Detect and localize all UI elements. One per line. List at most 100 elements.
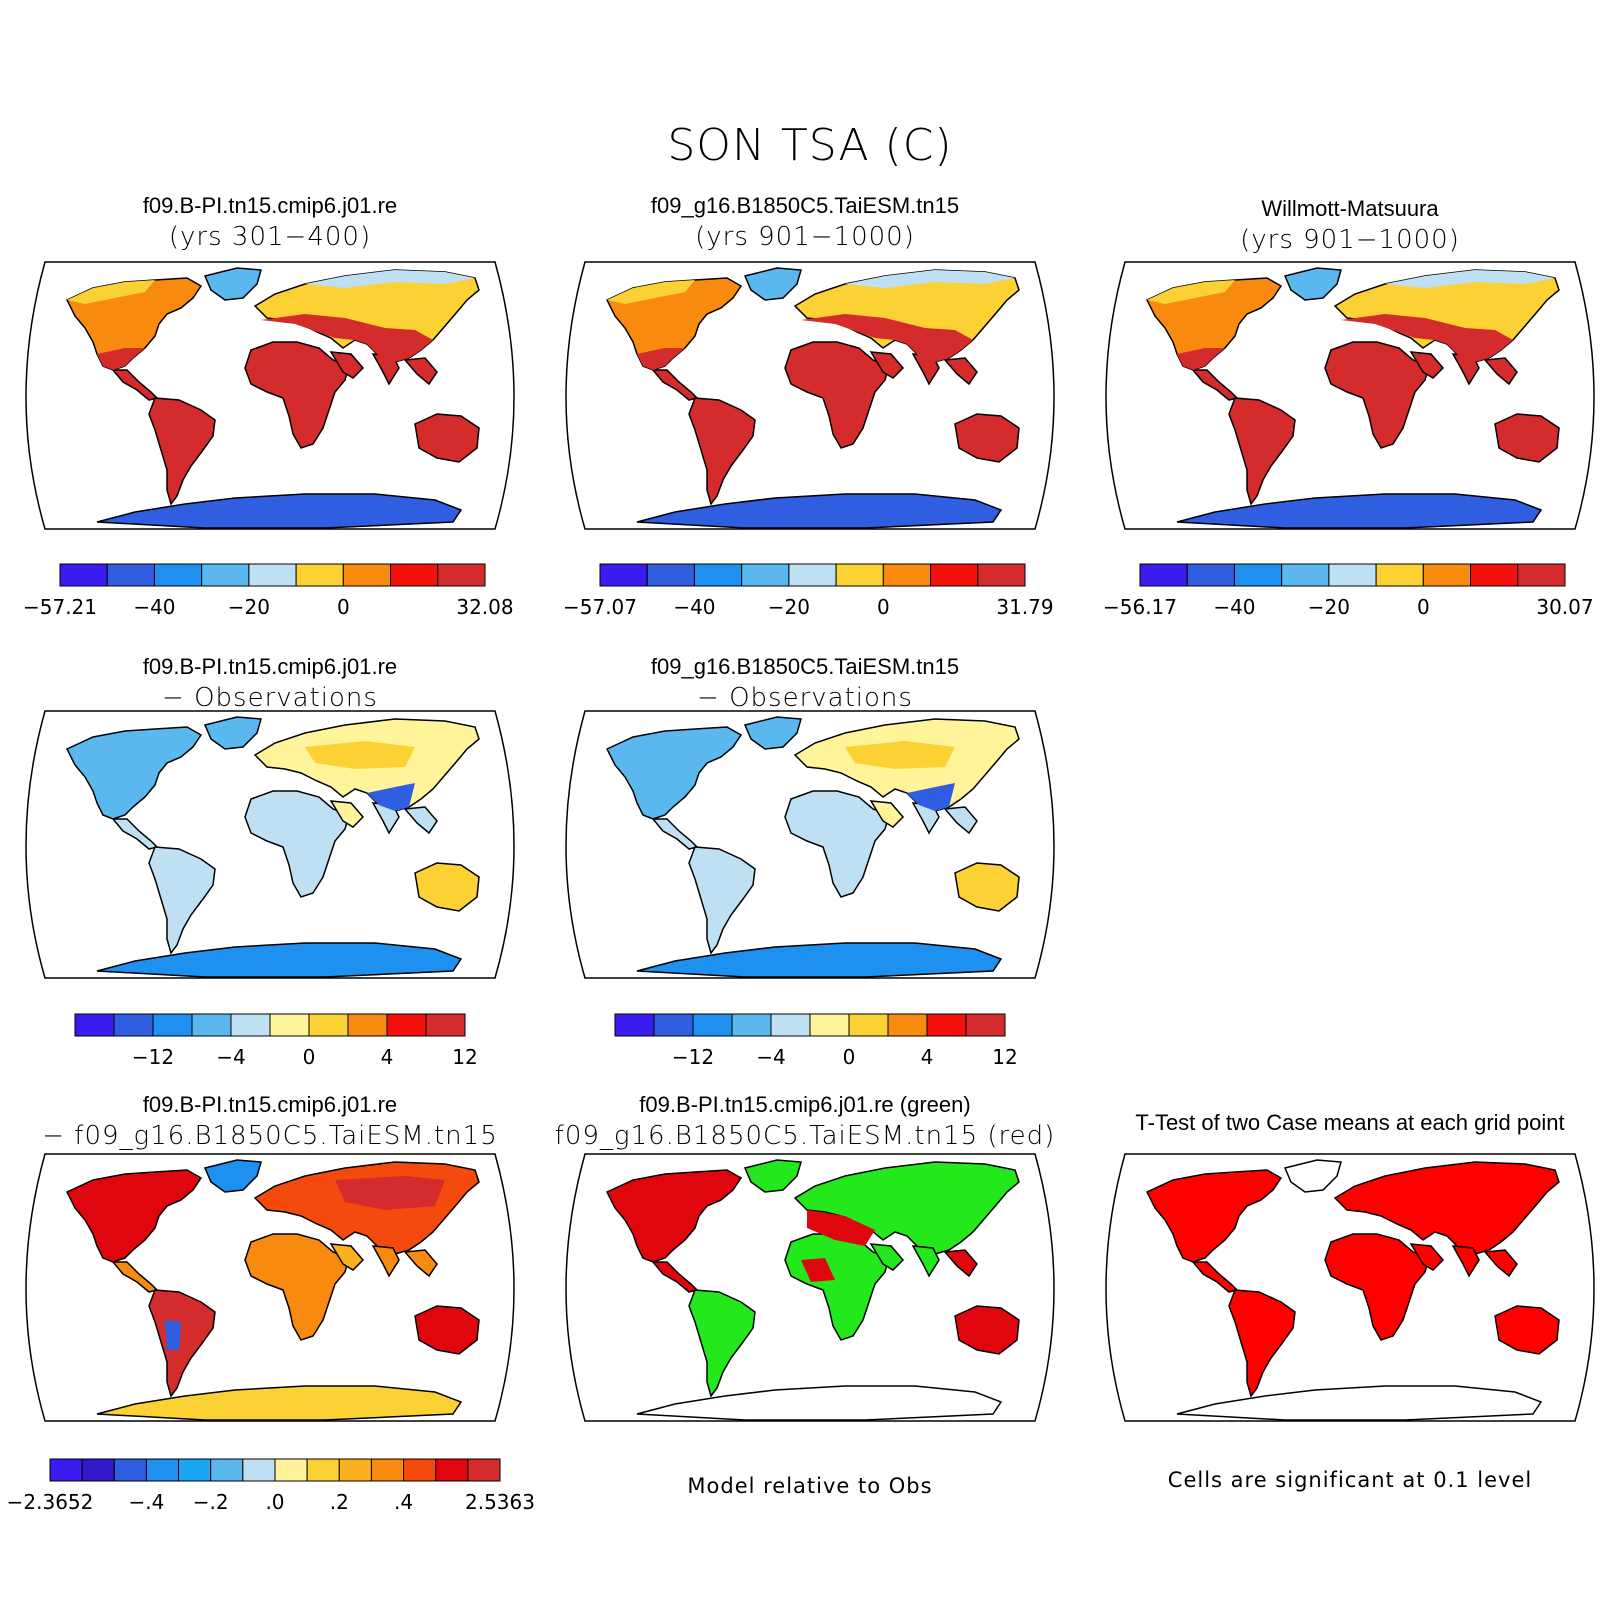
land-greenland — [203, 267, 262, 301]
land-samerica — [1228, 397, 1296, 506]
colorbar-tick-label: −40 — [1213, 595, 1255, 619]
land-arabia — [329, 351, 365, 379]
field-patch-0 — [335, 1176, 445, 1210]
map-frame — [1105, 1153, 1595, 1422]
land-samerica — [148, 1289, 216, 1398]
colorbar-tick-label: −57.07 — [563, 595, 637, 619]
colorbar-box — [835, 563, 884, 587]
land-africa — [1324, 341, 1430, 449]
colorbar-box — [1422, 563, 1472, 587]
panel-3-colorbar: −56.17 −40 −20 0 30.07 — [1103, 563, 1594, 619]
colorbar-box — [965, 1013, 1006, 1037]
field-patch-2 — [1147, 280, 1235, 304]
land-central — [651, 369, 699, 401]
land-africa — [1324, 1233, 1430, 1341]
colorbar-box — [59, 563, 108, 587]
field-patch-0 — [1341, 314, 1513, 362]
colorbar-box — [113, 1458, 147, 1482]
land-central — [1191, 1261, 1239, 1293]
figure-title: SON TSA (C) — [667, 120, 953, 171]
land-namerica — [1145, 1169, 1283, 1263]
colorbar-box — [306, 1458, 340, 1482]
field-patch-1 — [907, 783, 955, 811]
colorbar-box — [1186, 563, 1235, 587]
field-patch-2 — [67, 280, 155, 304]
panel-7-note: Model relative to Obs — [687, 1474, 933, 1498]
colorbar-box — [403, 1458, 437, 1482]
map-frame — [565, 1153, 1055, 1422]
colorbar-box — [178, 1458, 212, 1482]
land-seasia — [943, 806, 978, 835]
field-patch-0 — [845, 741, 955, 769]
panel-1-title-line2: (yrs 301−400) — [168, 222, 372, 252]
colorbar-tick-label: −2.3652 — [7, 1490, 94, 1514]
colorbar-tick-label: 0 — [877, 595, 890, 619]
colorbar-box — [145, 1458, 180, 1482]
panel-2-title-line2: (yrs 901−1000) — [695, 222, 915, 252]
colorbar-box — [113, 1013, 154, 1037]
colorbar-box — [1233, 563, 1283, 587]
land-greenland — [743, 267, 802, 301]
field-patch-0 — [801, 314, 973, 362]
land-australia — [414, 413, 480, 463]
colorbar-tick-label: 0 — [303, 1045, 316, 1069]
land-greenland — [203, 1159, 262, 1193]
land-central — [111, 1261, 159, 1293]
colorbar-box — [210, 1458, 244, 1482]
land-greenland — [203, 716, 262, 750]
land-central — [651, 818, 699, 850]
land-arabia — [1409, 351, 1445, 379]
land-africa — [784, 341, 890, 449]
colorbar-box — [1328, 563, 1377, 587]
field-patch-3 — [1177, 348, 1225, 370]
land-greenland — [743, 716, 802, 750]
field-patch-1 — [1385, 270, 1555, 288]
land-australia — [1494, 413, 1560, 463]
colorbar-tick-label: −12 — [672, 1045, 714, 1069]
land-antarctica — [1176, 1385, 1543, 1421]
map-frame — [25, 261, 515, 530]
colorbar-tick-label: 4 — [381, 1045, 394, 1069]
panel-1-map — [25, 261, 515, 530]
panel-1-colorbar: −57.21 −40 −20 0 32.08 — [23, 563, 514, 619]
colorbar-tick-label: 0 — [337, 595, 350, 619]
land-africa — [784, 1233, 890, 1341]
colorbar-box — [347, 1013, 388, 1037]
land-antarctica — [1176, 493, 1543, 529]
colorbar-box — [646, 563, 695, 587]
colorbar-box — [693, 563, 743, 587]
panel-3-map — [1105, 261, 1595, 530]
colorbar-tick-label: −4 — [756, 1045, 785, 1069]
colorbar-tick-label: −.2 — [193, 1490, 229, 1514]
colorbar-box — [1375, 563, 1424, 587]
colorbar-box — [342, 563, 392, 587]
colorbar-tick-label: .4 — [394, 1490, 413, 1514]
colorbar-tick-label: .2 — [330, 1490, 349, 1514]
map-frame — [565, 710, 1055, 979]
colorbar-box — [977, 563, 1026, 587]
colorbar-tick-label: −4 — [216, 1045, 245, 1069]
land-antarctica — [636, 1385, 1003, 1421]
colorbar-box — [653, 1013, 694, 1037]
colorbar-box — [242, 1458, 276, 1482]
land-seasia — [943, 357, 978, 386]
map-frame — [25, 710, 515, 979]
field-patch-3 — [637, 348, 685, 370]
land-australia — [954, 1305, 1020, 1355]
colorbar-box — [435, 1458, 469, 1482]
land-samerica — [148, 397, 216, 506]
land-samerica — [688, 846, 756, 955]
colorbar-box — [425, 1013, 466, 1037]
colorbar-box — [81, 1458, 115, 1482]
colorbar-box — [49, 1458, 83, 1482]
land-australia — [414, 862, 480, 912]
land-central — [111, 369, 159, 401]
colorbar-box — [230, 1013, 271, 1037]
colorbar-box — [201, 563, 250, 587]
colorbar-box — [386, 1013, 427, 1037]
panel-6-colorbar: −2.3652 −.4 −.2 .0 .2 .4 2.5363 — [7, 1458, 535, 1514]
colorbar-tick-label: −12 — [132, 1045, 174, 1069]
colorbar-box — [1517, 563, 1566, 587]
colorbar-tick-label: 30.07 — [1536, 595, 1593, 619]
panel-2-map — [565, 261, 1055, 530]
